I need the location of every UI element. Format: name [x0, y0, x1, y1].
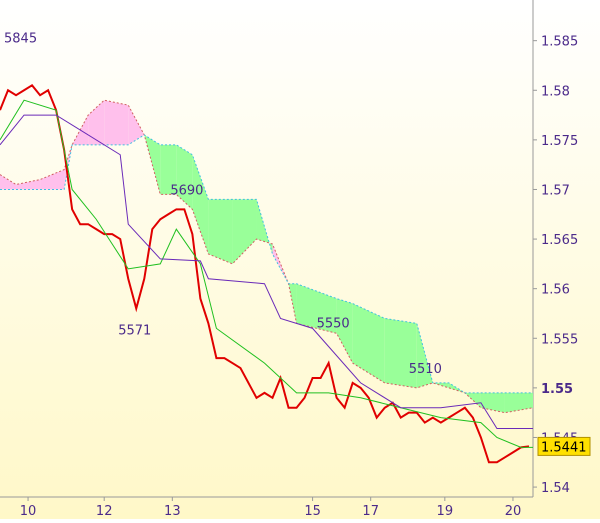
cloud-segment	[504, 392, 533, 413]
y-tick-label: 1.575	[541, 134, 578, 149]
cloud-segment	[296, 283, 337, 334]
cloud-segment	[88, 100, 105, 145]
y-tick-label: 1.585	[541, 35, 578, 50]
cloud-segment	[16, 179, 41, 190]
x-tick-label: 12	[96, 504, 113, 519]
cloud-segment	[432, 382, 449, 388]
cloud-segment	[232, 199, 257, 264]
x-tick-label: 15	[304, 504, 321, 519]
cloud-segment	[352, 303, 385, 383]
last-price-box	[537, 436, 591, 456]
x-tick-label: 17	[362, 504, 379, 519]
cloud-segment	[64, 144, 73, 190]
y-tick-label: 1.56	[541, 283, 570, 298]
cloud-span-b	[0, 134, 533, 394]
y-tick-label: 1.57	[541, 183, 570, 198]
cloud-segment	[0, 174, 17, 190]
annotation: 5845	[4, 32, 37, 47]
annotation: 5571	[118, 323, 151, 338]
annotation: 5510	[409, 362, 442, 377]
last-price-label: 1.5441	[541, 440, 587, 455]
x-tick-label: 13	[164, 504, 181, 519]
x-tick-label: 19	[437, 504, 454, 519]
cloud-segment	[336, 298, 353, 364]
x-tick-label: 20	[505, 504, 522, 519]
cloud-segment	[208, 199, 233, 264]
cloud-segment	[128, 105, 145, 145]
cloud-segment	[40, 169, 65, 190]
series-line	[0, 99, 533, 448]
cloud-segment	[192, 154, 209, 254]
cloud-segment	[384, 318, 417, 388]
y-tick-label: 1.565	[541, 233, 578, 248]
y-tick-label: 1.58	[541, 84, 570, 99]
annotation: 5550	[317, 316, 350, 331]
y-tick-label: 1.54	[541, 481, 570, 496]
y-tick-label: 1.55	[541, 382, 573, 397]
series-line	[0, 83, 530, 464]
series-line	[0, 114, 533, 430]
y-tick-label: 1.555	[541, 332, 578, 347]
cloud-segment	[448, 382, 465, 393]
annotation: 5690	[170, 183, 203, 198]
x-tick-label: 10	[20, 504, 37, 519]
cloud-segment	[104, 100, 129, 145]
cloud-segment	[160, 144, 177, 195]
cloud-segment	[480, 392, 505, 413]
cloud-segment	[176, 144, 193, 210]
